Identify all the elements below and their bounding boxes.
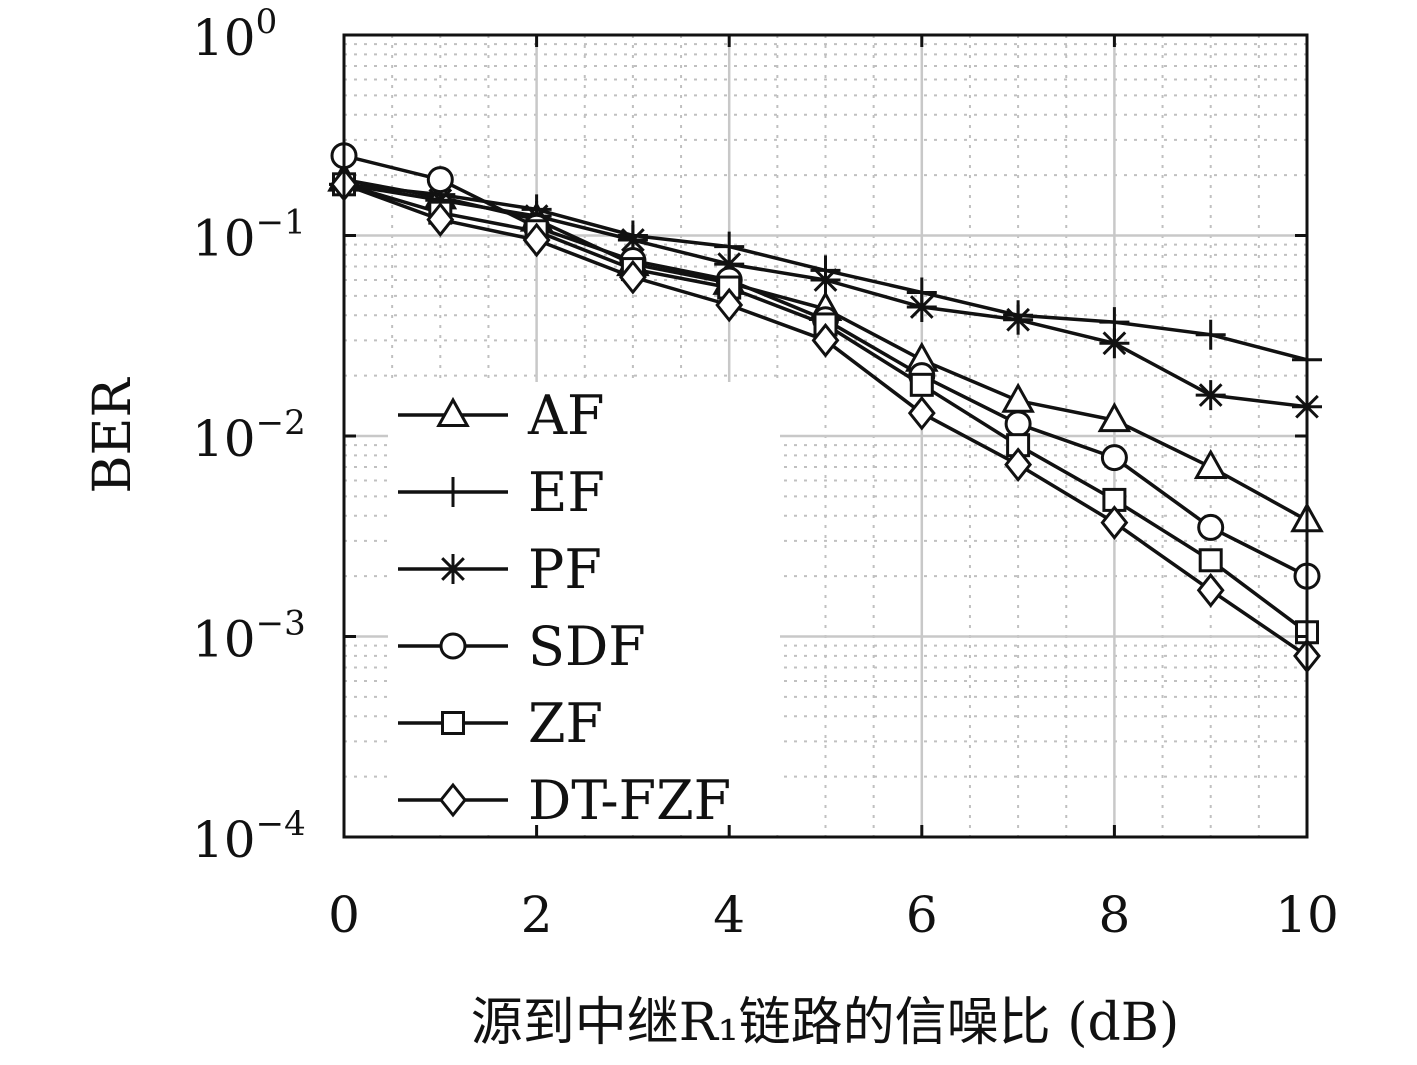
legend-label-dt-fzf: DT-FZF [528,769,731,832]
y-tick-exponent: −1 [256,203,306,243]
y-tick-exponent: −4 [256,804,306,844]
data-point-sdf [1197,513,1225,541]
legend-marker-sdf [439,632,467,660]
x-tick-label: 4 [713,886,745,944]
data-point-sdf [1004,410,1032,438]
legend-item-zf: ZF [398,692,603,755]
data-point-dt-fzf [715,287,744,323]
data-point-pf [1003,304,1034,335]
legend-marker-ef [438,477,468,507]
legend-item-pf: PF [398,538,602,601]
x-tick-label: 10 [1275,886,1339,944]
data-point-dt-fzf [426,202,455,238]
data-point-dt-fzf [1100,505,1129,540]
data-point-zf [909,372,934,397]
x-tick-label: 2 [521,886,553,944]
legend-item-dt-fzf: DT-FZF [398,769,731,832]
data-point-sdf [1100,444,1128,472]
data-point-ef [1195,319,1226,350]
legend-box [388,382,780,830]
legend-label-pf: PF [528,538,602,601]
data-point-pf [617,224,648,255]
legend-marker-zf [441,711,465,735]
x-tick-label: 8 [1098,886,1130,944]
data-point-pf [714,249,745,280]
data-point-pf [810,264,841,295]
legend-label-sdf: SDF [528,615,646,678]
legend-label-af: AF [527,384,604,447]
legend-marker-af [436,396,470,427]
y-tick-exponent: 0 [256,2,278,42]
legend-item-sdf: SDF [398,615,646,678]
y-axis-title: BER [83,376,143,493]
y-tick-exponent: −2 [256,403,306,443]
x-tick-label: 0 [328,886,360,944]
legend-marker-pf [438,554,468,584]
data-point-pf [906,291,937,322]
legend-item-af: AF [398,384,604,447]
data-point-dt-fzf [907,395,936,431]
data-point-dt-fzf [811,322,840,358]
data-point-sdf [426,166,454,194]
series-dt-fzf [330,166,1321,674]
legend-label-ef: EF [528,461,605,524]
x-tick-label: 6 [906,886,938,944]
legend: AF EF PF SDF ZF DT-FZF [398,384,731,832]
data-point-pf [425,185,456,216]
legend-item-ef: EF [398,461,605,524]
data-point-af [1097,402,1132,433]
data-point-af [1193,448,1228,480]
data-point-pf [1195,380,1226,411]
data-point-zf [1198,548,1223,573]
legend-label-zf: ZF [528,692,603,755]
y-tick-exponent: −3 [256,604,306,644]
series-sdf [330,142,1321,590]
data-point-pf [1099,328,1130,359]
data-point-dt-fzf [1196,572,1225,608]
legend-marker-dt-fzf [439,782,467,818]
data-point-dt-fzf [522,222,551,258]
data-point-dt-fzf [1004,447,1033,483]
data-point-dt-fzf [618,259,647,295]
x-axis-title: 源到中继R₁链路的信噪比 (dB) [471,993,1180,1053]
